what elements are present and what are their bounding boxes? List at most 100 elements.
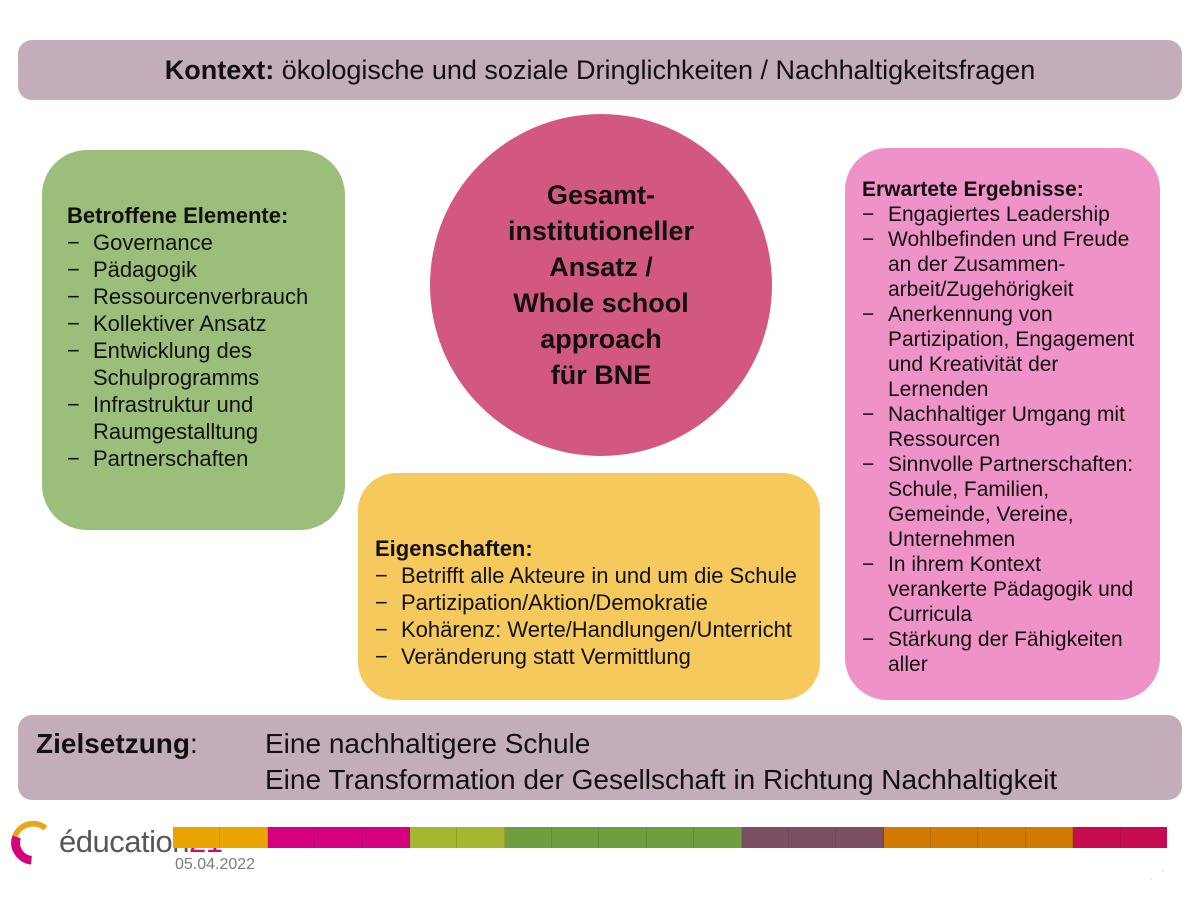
list-item-text: Infrastruktur und Raumgestalltung (93, 392, 259, 444)
stripe-block (173, 827, 221, 848)
list-item: − Sinnvolle Partnerschaften: Schule, Fam… (862, 452, 1154, 552)
zielsetzung-label: Zielsetzung (36, 728, 191, 759)
dash-bullet: − (67, 257, 80, 282)
list-item: − Anerkennung von Partizipation, Engagem… (862, 302, 1154, 402)
dash-bullet: − (67, 392, 80, 417)
stripe-block (1073, 827, 1121, 848)
stripe-block (883, 827, 931, 848)
list-item: − Entwicklung des Schulprogramms (67, 337, 335, 391)
betroffene-elemente-title: Betroffene Elemente: (67, 203, 289, 228)
list-item-text: Nachhaltiger Umgang mit Ressourcen (888, 403, 1125, 451)
list-item: − Nachhaltiger Umgang mit Ressourcen (862, 402, 1154, 452)
zielsetzung-text: Eine nachhaltigere Schule Eine Transform… (265, 728, 1058, 795)
list-item-text: Ressourcenverbrauch (93, 284, 309, 309)
stripe-block (457, 827, 505, 848)
erwartete-ergebnisse-box: Erwartete Ergebnisse: − Engagiertes Lead… (845, 148, 1160, 700)
list-item-text: Betrifft alle Akteure in und um die Schu… (401, 563, 797, 588)
list-item: − Pädagogik (67, 256, 335, 283)
stripe-block (409, 827, 458, 848)
dash-bullet: − (862, 228, 875, 251)
dash-bullet: − (67, 230, 80, 255)
dash-bullet: − (375, 563, 388, 588)
list-item: − In ihrem Kontext verankerte Pädagogik … (862, 552, 1154, 627)
list-item-text: Governance (93, 230, 213, 255)
slide-date: 05.04.2022 (175, 856, 256, 873)
dash-bullet: − (67, 338, 80, 363)
list-item-text: Anerkennung von Partizipation, Engagemen… (888, 303, 1135, 401)
kontext-banner-text: ökologische und soziale Dringlichkeiten … (274, 54, 1036, 85)
stripe-block (315, 827, 363, 848)
list-item-text: In ihrem Kontext verankerte Pädagogik un… (888, 553, 1134, 626)
logo-text-main: éducation (59, 824, 189, 859)
stripe-block (978, 827, 1026, 848)
stripe-block (694, 827, 742, 848)
list-item: − Veränderung statt Vermittlung (375, 643, 812, 670)
dash-bullet: − (862, 628, 875, 651)
eigenschaften-box: Eigenschaften: − Betrifft alle Akteure i… (358, 473, 820, 700)
list-item: − Engagiertes Leadership (862, 202, 1154, 227)
stripe-block (741, 827, 789, 848)
stripe-block (362, 827, 410, 848)
dash-bullet: − (67, 311, 80, 336)
color-stripe (173, 827, 1167, 848)
stripe-block (1120, 827, 1167, 848)
kontext-banner-label: Kontext: (164, 54, 275, 85)
eigenschaften-list: − Betrifft alle Akteure in und um die Sc… (375, 562, 812, 670)
dash-bullet: − (375, 590, 388, 615)
list-item-text: Engagiertes Leadership (888, 203, 1110, 226)
list-item: − Stärkung der Fähigkeiten aller (862, 627, 1154, 677)
list-item-text: Kohärenz: Werte/Handlungen/Unterricht (401, 617, 792, 642)
list-item-text: Partnerschaften (93, 446, 249, 471)
list-item: − Wohlbefinden und Freude an der Zusamme… (862, 227, 1154, 302)
faint-artifact (1148, 870, 1172, 882)
stripe-block (931, 827, 979, 848)
stripe-block (788, 827, 837, 848)
dash-bullet: − (67, 284, 80, 309)
kontext-banner: Kontext: ökologische und soziale Dringli… (18, 40, 1182, 100)
stripe-block (552, 827, 600, 848)
stripe-block (1025, 827, 1074, 848)
stripe-block (504, 827, 552, 848)
stripe-block (267, 827, 316, 848)
dash-bullet: − (375, 644, 388, 669)
list-item-text: Stärkung der Fähigkeiten aller (888, 628, 1123, 676)
list-item: − Kollektiver Ansatz (67, 310, 335, 337)
zielsetzung-banner: Zielsetzung: Eine nachhaltigere Schule E… (18, 715, 1182, 800)
list-item-text: Wohlbefinden und Freude an der Zusammen-… (888, 228, 1130, 301)
dash-bullet: − (862, 303, 875, 326)
erwartete-ergebnisse-list: − Engagiertes Leadership − Wohlbefinden … (862, 202, 1154, 677)
stripe-block (646, 827, 695, 848)
zielsetzung-colon: : (190, 728, 198, 759)
whole-school-approach-circle: Gesamt- institutioneller Ansatz / Whole … (430, 114, 772, 456)
dash-bullet: − (862, 553, 875, 576)
dash-bullet: − (862, 453, 875, 476)
list-item: − Ressourcenverbrauch (67, 283, 335, 310)
betroffene-elemente-box: Betroffene Elemente: − Governance − Päda… (42, 150, 345, 530)
dash-bullet: − (862, 203, 875, 226)
education21-logo-icon (10, 820, 48, 865)
dash-bullet: − (862, 403, 875, 426)
list-item-text: Pädagogik (93, 257, 197, 282)
list-item: − Partizipation/Aktion/Demokratie (375, 589, 812, 616)
list-item-text: Veränderung statt Vermittlung (401, 644, 691, 669)
list-item-text: Sinnvolle Partnerschaften: Schule, Famil… (888, 453, 1134, 551)
stripe-block (599, 827, 647, 848)
list-item-text: Entwicklung des Schulprogramms (93, 338, 260, 390)
stripe-block (220, 827, 268, 848)
erwartete-ergebnisse-title: Erwartete Ergebnisse: (862, 178, 1084, 201)
list-item: − Infrastruktur und Raumgestalltung (67, 391, 335, 445)
list-item-text: Kollektiver Ansatz (93, 311, 267, 336)
stripe-block (836, 827, 884, 848)
list-item: − Partnerschaften (67, 445, 335, 472)
list-item: − Betrifft alle Akteure in und um die Sc… (375, 562, 812, 589)
circle-text: Gesamt- institutioneller Ansatz / Whole … (507, 180, 694, 390)
dash-bullet: − (67, 446, 80, 471)
list-item: − Governance (67, 229, 335, 256)
zielsetzung-label-wrap: Zielsetzung: (36, 726, 265, 762)
list-item-text: Partizipation/Aktion/Demokratie (401, 590, 708, 615)
betroffene-elemente-list: − Governance − Pädagogik − Ressourcenver… (67, 229, 335, 472)
list-item: − Kohärenz: Werte/Handlungen/Unterricht (375, 616, 812, 643)
dash-bullet: − (375, 617, 388, 642)
eigenschaften-title: Eigenschaften: (375, 536, 533, 561)
